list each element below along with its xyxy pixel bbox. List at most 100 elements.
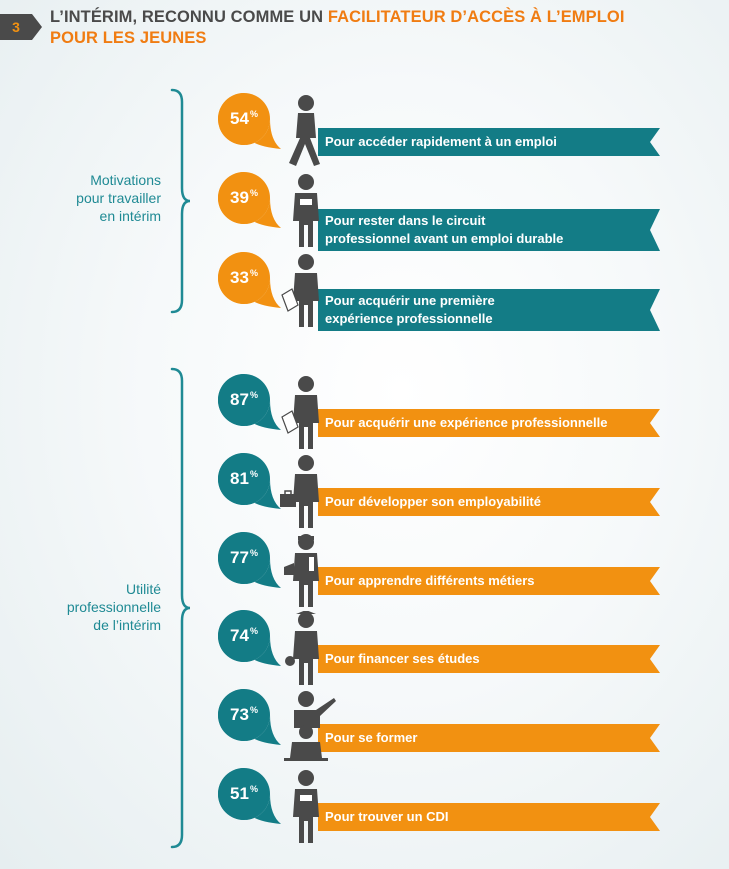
- label-line: Pour trouver un CDI: [325, 809, 449, 824]
- chart-row: 87% Pour acquérir une expérience professi…: [0, 373, 729, 449]
- header: 3 L’INTÉRIM, RECONNU COMME UN FACILITATE…: [0, 4, 729, 54]
- percent-label: 73%: [217, 688, 271, 742]
- label-line: Pour accéder rapidement à un emploi: [325, 134, 557, 149]
- percent-value: 81: [230, 469, 249, 488]
- percent-label: 54%: [217, 92, 271, 146]
- percent-unit: %: [249, 109, 258, 119]
- label-banner: Pour financer ses études: [318, 645, 660, 673]
- percent-bubble: [217, 767, 281, 824]
- percent-label: 74%: [217, 609, 271, 663]
- group-label-line: de l’intérim: [93, 617, 161, 633]
- label-text: Pour se former: [325, 729, 417, 747]
- page-title-line-2: POUR LES JEUNES: [50, 29, 206, 48]
- chart-row: 73% Pour se former: [0, 688, 729, 764]
- percent-unit: %: [249, 705, 258, 715]
- page-title-line-1: L’INTÉRIM, RECONNU COMME UN FACILITATEUR…: [50, 8, 625, 27]
- section-number-arrow: [32, 14, 42, 40]
- label-banner: Pour accéder rapidement à un emploi: [318, 128, 660, 156]
- chart-row: 39% Pour rester dans le circuit profession…: [0, 171, 729, 251]
- percent-unit: %: [249, 188, 258, 198]
- label-text: Pour acquérir une expérience professionn…: [325, 414, 607, 432]
- page-title-dark: L’INTÉRIM, RECONNU COMME UN: [50, 8, 328, 26]
- percent-value: 51: [230, 784, 249, 803]
- percent-bubble: [217, 452, 281, 509]
- label-line: professionnel avant un emploi durable: [325, 231, 564, 246]
- percent-label: 51%: [217, 767, 271, 821]
- teacher-person-icon: [276, 690, 336, 775]
- label-line: Pour acquérir une première: [325, 293, 495, 308]
- percent-value: 33: [230, 268, 249, 287]
- chart-row: 74% Pour financer ses études: [0, 609, 729, 685]
- percent-label: 33%: [217, 251, 271, 305]
- badge-person-icon: [276, 173, 336, 258]
- percent-unit: %: [249, 548, 258, 558]
- group-label-line: Utilité: [125, 581, 161, 597]
- label-text: Pour acquérir une première expérience pro…: [325, 292, 495, 328]
- percent-value: 87: [230, 390, 249, 409]
- document-person-icon: [276, 375, 336, 460]
- page-title-highlight-2: POUR LES JEUNES: [50, 29, 207, 47]
- document-person-icon: [276, 253, 336, 338]
- label-banner: Pour trouver un CDI: [318, 803, 660, 831]
- percent-unit: %: [249, 469, 258, 479]
- label-line: Pour acquérir une expérience professionn…: [325, 415, 608, 430]
- group-label-line: pour travailler: [76, 190, 161, 206]
- percent-unit: %: [249, 268, 258, 278]
- chart-row: 33% Pour acquérir une première expérience …: [0, 251, 729, 331]
- section-number-badge: 3: [0, 14, 32, 40]
- label-line: Pour apprendre différents métiers: [325, 573, 535, 588]
- group-label-motivations: Motivations pour travailler en intérim: [0, 171, 161, 225]
- percent-label: 77%: [217, 531, 271, 585]
- chart-row: 81% Pour développer son employabilité: [0, 452, 729, 528]
- chart-row: 54% Pour accéder rapidement à un emploi: [0, 92, 729, 168]
- label-banner: Pour rester dans le circuit professionnel…: [318, 209, 660, 251]
- percent-value: 39: [230, 188, 249, 207]
- percent-bubble: [217, 171, 281, 228]
- label-banner: Pour acquérir une expérience professionn…: [318, 409, 660, 437]
- percent-bubble: [217, 609, 281, 666]
- percent-label: 81%: [217, 452, 271, 506]
- percent-bubble: [217, 251, 281, 308]
- percent-value: 73: [230, 705, 249, 724]
- label-banner: Pour développer son employabilité: [318, 488, 660, 516]
- chart-row: 77% Pour apprendre différents métiers: [0, 531, 729, 607]
- label-text: Pour apprendre différents métiers: [325, 572, 535, 590]
- label-banner: Pour apprendre différents métiers: [318, 567, 660, 595]
- label-text: Pour accéder rapidement à un emploi: [325, 133, 557, 151]
- group-label-utilite: Utilité professionnelle de l’intérim: [0, 580, 161, 634]
- label-banner: Pour acquérir une première expérience pro…: [318, 289, 660, 331]
- percent-unit: %: [249, 390, 258, 400]
- group-label-line: professionnelle: [66, 599, 161, 615]
- badge-person-icon: [276, 769, 336, 854]
- percent-value: 74: [230, 626, 249, 645]
- label-text: Pour développer son employabilité: [325, 493, 541, 511]
- chart-row: 51% Pour trouver un CDI: [0, 767, 729, 843]
- label-text: Pour financer ses études: [325, 650, 480, 668]
- briefcase-person-icon: [276, 454, 336, 539]
- label-line: expérience professionnelle: [325, 311, 493, 326]
- percent-value: 77: [230, 548, 249, 567]
- percent-bubble: [217, 373, 281, 430]
- percent-label: 87%: [217, 373, 271, 427]
- student-person-icon: [276, 610, 336, 696]
- label-line: Pour se former: [325, 730, 418, 745]
- group-brace-utilite: [170, 367, 191, 849]
- label-text: Pour trouver un CDI: [325, 808, 449, 826]
- percent-label: 39%: [217, 171, 271, 225]
- label-line: Pour rester dans le circuit: [325, 213, 486, 228]
- group-label-line: en intérim: [99, 208, 161, 224]
- label-text: Pour rester dans le circuit professionnel…: [325, 212, 563, 248]
- percent-bubble: [217, 92, 281, 149]
- page-title-highlight: FACILITATEUR D’ACCÈS À L’EMPLOI: [327, 8, 625, 26]
- group-label-line: Motivations: [90, 172, 161, 188]
- label-line: Pour financer ses études: [325, 651, 480, 666]
- percent-bubble: [217, 688, 281, 745]
- percent-bubble: [217, 531, 281, 588]
- walking-person-icon: [276, 94, 336, 179]
- percent-unit: %: [249, 784, 258, 794]
- group-brace-motivations: [170, 88, 191, 314]
- label-line: Pour développer son employabilité: [325, 494, 541, 509]
- label-banner: Pour se former: [318, 724, 660, 752]
- percent-unit: %: [249, 626, 258, 636]
- worker-person-icon: [276, 533, 336, 618]
